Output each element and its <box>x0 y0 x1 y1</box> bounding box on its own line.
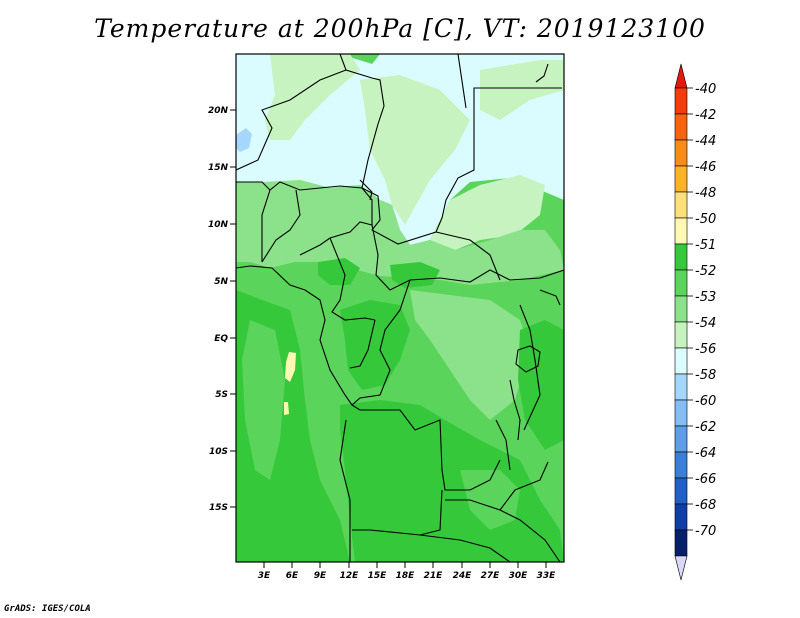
colorbar-label: -42 <box>695 108 716 123</box>
lon-label: 30E <box>509 571 529 581</box>
colorbar-swatch <box>674 87 688 115</box>
colorbar-label: -52 <box>695 264 716 279</box>
lat-label: EQ <box>214 334 228 344</box>
colorbar-swatch <box>674 295 688 323</box>
lon-label: 12E <box>340 571 360 581</box>
field-south-mid <box>460 470 520 530</box>
colorbar-label: -70 <box>695 524 716 539</box>
colorbar-swatch <box>674 191 688 219</box>
colorbar-swatch <box>674 269 688 297</box>
field-dark-spot-nile <box>390 262 440 288</box>
colorbar-swatch <box>674 451 688 479</box>
field-cold-spot <box>236 128 252 152</box>
colorbar-label: -66 <box>695 472 716 487</box>
lon-label: 27E <box>481 571 501 581</box>
lon-label: 15E <box>368 571 388 581</box>
lon-label: 21E <box>424 571 444 581</box>
colorbar-label: -44 <box>695 134 716 149</box>
field-north-pale-2 <box>360 75 470 225</box>
lat-label: 5S <box>215 390 228 400</box>
colorbar-top-arrow <box>674 63 688 89</box>
field-mid-green-2 <box>410 290 530 420</box>
lon-label: 3E <box>258 571 271 581</box>
colorbar-label: -64 <box>695 446 716 461</box>
colorbar: -40 -42 -44 -46 -48 -50 -51 -52 -53 -54 -56 -58 -60 -… <box>674 63 716 581</box>
lon-label: 9E <box>314 571 327 581</box>
chart-title: Temperature at 200hPa [C], VT: 201912310… <box>94 14 706 43</box>
map-frame <box>235 53 565 563</box>
field-mid-green <box>236 180 564 285</box>
colorbar-swatch <box>674 347 688 375</box>
colorbar-label: -62 <box>695 420 716 435</box>
lat-label: 5N <box>214 277 228 287</box>
colorbar-swatch <box>674 217 688 245</box>
colorbar-bottom-arrow <box>674 555 688 581</box>
colorbar-label: -58 <box>695 368 716 383</box>
country-boundaries <box>236 54 564 562</box>
lon-label: 18E <box>396 571 416 581</box>
field-warm-spot-1 <box>285 352 296 382</box>
colorbar-swatch <box>674 113 688 141</box>
colorbar-label: -48 <box>695 186 716 201</box>
colorbar-swatch <box>674 529 688 557</box>
lat-label: 20N <box>208 106 229 116</box>
colorbar-swatch <box>674 243 688 271</box>
field-north-pale <box>265 54 360 140</box>
colorbar-swatch <box>674 477 688 505</box>
field-warm-spot-2 <box>284 402 289 415</box>
colorbar-swatch <box>674 165 688 193</box>
colorbar-label: -50 <box>695 212 716 227</box>
colorbar-swatch <box>674 373 688 401</box>
colorbar-label: -54 <box>695 316 716 331</box>
field-west-mid <box>242 320 285 480</box>
colorbar-label: -60 <box>695 394 716 409</box>
colorbar-swatch <box>674 321 688 349</box>
lat-label: 10N <box>208 220 229 230</box>
colorbar-swatch <box>674 399 688 427</box>
lon-label: 24E <box>453 571 473 581</box>
lat-label: 15N <box>208 163 229 173</box>
axis-ticks <box>230 109 547 568</box>
field-central-dark <box>340 300 410 390</box>
field-north-pale-3 <box>480 60 564 120</box>
colorbar-label: -56 <box>695 342 716 357</box>
colorbar-label: -68 <box>695 498 716 513</box>
field-dark-spot-north <box>318 258 360 285</box>
credit-text: GrADS: IGES/COLA <box>4 604 91 614</box>
temperature-field <box>236 54 564 562</box>
longitude-labels: 3E 6E 9E 12E 15E 18E 21E 24E 27E 30E 33E <box>258 571 556 581</box>
lat-label: 10S <box>209 447 228 457</box>
lat-label: 15S <box>209 503 228 513</box>
lon-label: 33E <box>537 571 557 581</box>
lon-label: 6E <box>286 571 299 581</box>
colorbar-label: -51 <box>695 238 716 253</box>
colorbar-label: -40 <box>695 82 716 97</box>
colorbar-swatch <box>674 425 688 453</box>
colorbar-swatch <box>674 139 688 167</box>
colorbar-label: -53 <box>695 290 716 305</box>
latitude-labels: 20N 15N 10N 5N EQ 5S 10S 15S <box>208 106 229 513</box>
colorbar-swatch <box>674 503 688 531</box>
colorbar-label: -46 <box>695 160 716 175</box>
